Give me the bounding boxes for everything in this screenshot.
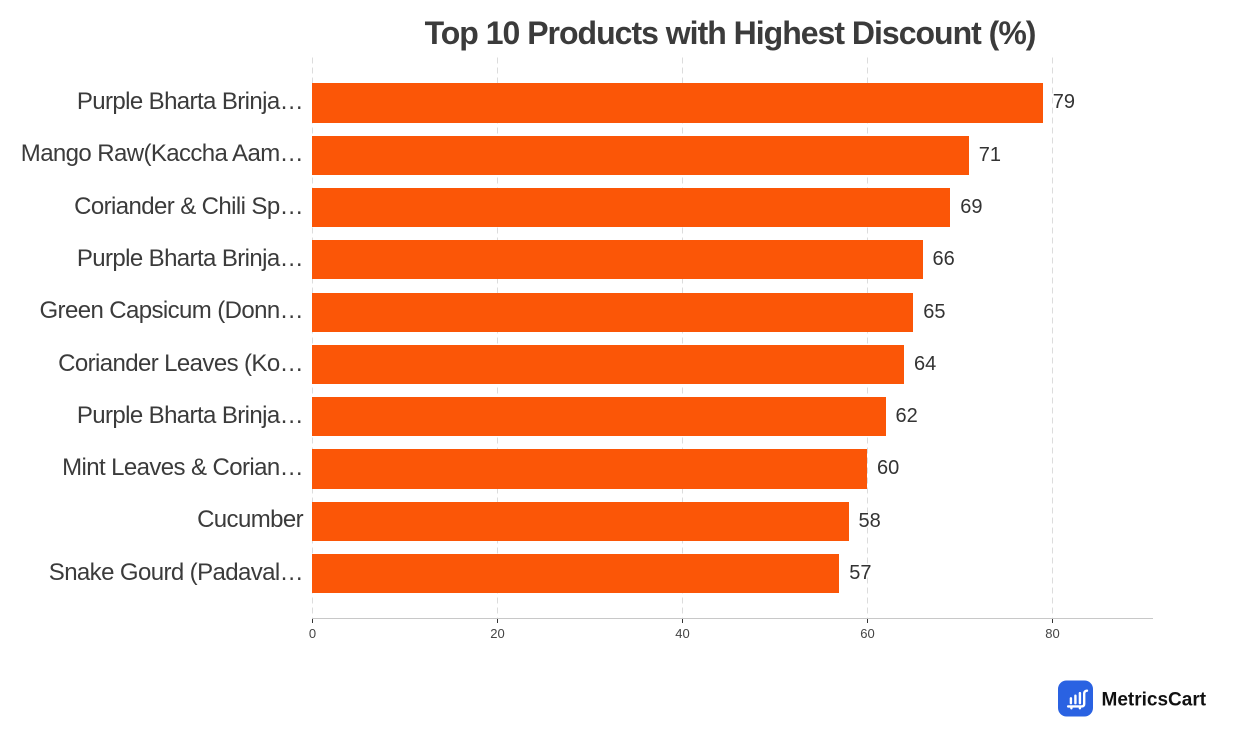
svg-text:MetricsCart: MetricsCart bbox=[1102, 690, 1207, 711]
